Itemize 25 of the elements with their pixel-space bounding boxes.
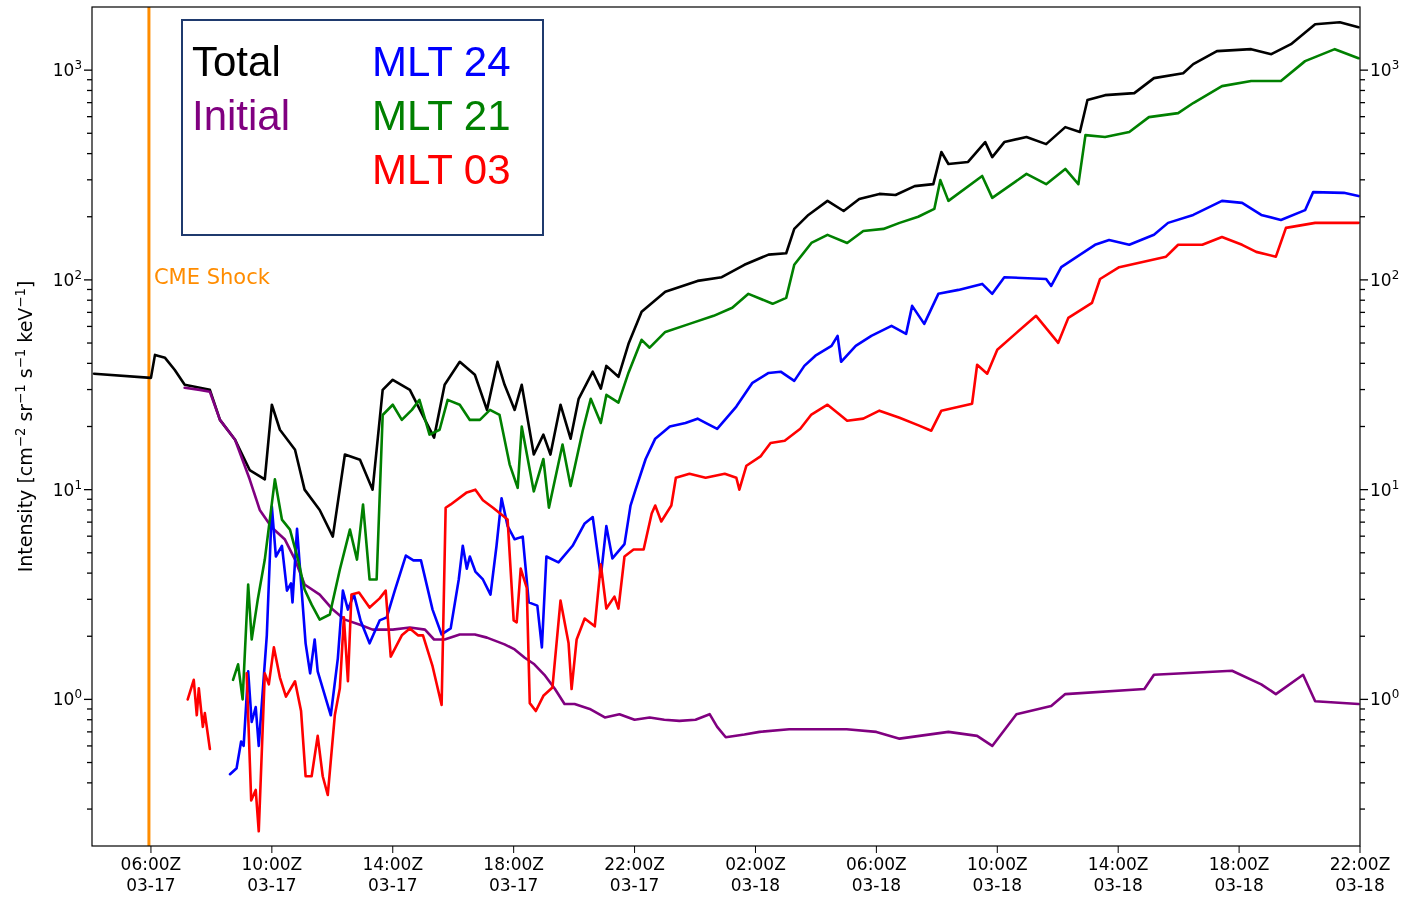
x-tick-label: 10:00Z 03-18 <box>966 854 1028 895</box>
x-tick-label: 18:00Z 03-18 <box>1208 854 1270 895</box>
x-tick-label: 06:00Z 03-17 <box>120 854 182 895</box>
y-tick-label: 10$^{3}$ <box>52 58 82 81</box>
text: 10$^{2}$ <box>1370 267 1400 290</box>
x-tick-label: 22:00Z 03-17 <box>604 854 665 895</box>
text: Total <box>192 38 281 85</box>
x-tick-label: 06:00Z 03-18 <box>846 854 907 895</box>
text: 10$^{3}$ <box>1370 58 1400 81</box>
y-tick-label: 10$^{2}$ <box>52 267 82 290</box>
text: 10$^{0}$ <box>1370 687 1400 710</box>
x-tick-label: 10:00Z 03-17 <box>241 854 303 895</box>
x-tick-label: 14:00Z 03-18 <box>1087 854 1149 895</box>
x-tick-label: 14:00Z 03-17 <box>362 854 424 895</box>
ref-line-label: CME Shock <box>153 264 271 289</box>
y-tick-label: 10$^{0}$ <box>52 687 82 710</box>
y-tick-label: 10$^{1}$ <box>52 477 82 500</box>
text: 10$^{1}$ <box>1370 477 1400 500</box>
text: MLT 03 <box>372 146 511 193</box>
x-tick-label: 18:00Z 03-17 <box>483 854 544 895</box>
x-tick-label: 02:00Z 03-18 <box>725 854 786 895</box>
text: MLT 24 <box>372 38 511 85</box>
x-tick-label: 22:00Z 03-18 <box>1329 854 1391 895</box>
text: Initial <box>192 92 291 139</box>
text: MLT 21 <box>372 92 511 139</box>
